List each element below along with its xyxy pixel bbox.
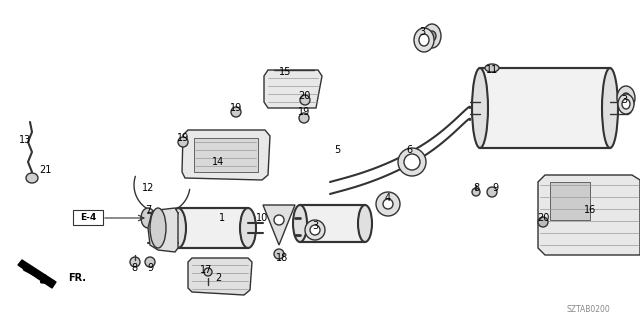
Ellipse shape [141, 208, 155, 228]
Polygon shape [178, 208, 248, 248]
Polygon shape [264, 70, 322, 108]
Text: 3: 3 [419, 27, 425, 37]
Text: 8: 8 [131, 263, 137, 273]
Ellipse shape [383, 199, 393, 209]
Ellipse shape [472, 188, 480, 196]
Ellipse shape [423, 24, 441, 48]
Text: 9: 9 [492, 183, 498, 193]
Ellipse shape [404, 154, 420, 170]
Polygon shape [538, 175, 640, 255]
Polygon shape [148, 208, 178, 252]
Polygon shape [182, 130, 270, 180]
Text: 16: 16 [584, 205, 596, 215]
Text: 14: 14 [212, 157, 224, 167]
Text: 19: 19 [177, 133, 189, 143]
Text: 2: 2 [215, 273, 221, 283]
Ellipse shape [538, 217, 548, 227]
Ellipse shape [624, 102, 632, 114]
Ellipse shape [358, 205, 372, 242]
Ellipse shape [487, 187, 497, 197]
Text: 20: 20 [537, 213, 549, 223]
Ellipse shape [299, 113, 309, 123]
Text: 17: 17 [200, 265, 212, 275]
Ellipse shape [428, 31, 436, 41]
Text: 19: 19 [230, 103, 242, 113]
Ellipse shape [305, 220, 325, 240]
Ellipse shape [419, 34, 429, 46]
Ellipse shape [26, 173, 38, 183]
Text: 1: 1 [219, 213, 225, 223]
Polygon shape [550, 182, 590, 220]
Ellipse shape [485, 64, 499, 72]
Ellipse shape [178, 137, 188, 147]
Text: 8: 8 [473, 183, 479, 193]
Ellipse shape [602, 68, 618, 148]
Ellipse shape [414, 28, 434, 52]
Ellipse shape [150, 208, 166, 248]
Text: 3: 3 [621, 95, 627, 105]
Ellipse shape [300, 95, 310, 105]
Ellipse shape [622, 93, 630, 103]
Ellipse shape [274, 215, 284, 225]
Text: FR.: FR. [68, 273, 86, 283]
Ellipse shape [231, 107, 241, 117]
Text: 6: 6 [406, 145, 412, 155]
Text: 15: 15 [279, 67, 291, 77]
Ellipse shape [310, 225, 320, 235]
Polygon shape [188, 258, 252, 295]
Text: 4: 4 [385, 193, 391, 203]
Ellipse shape [130, 257, 140, 267]
Ellipse shape [622, 99, 630, 109]
Ellipse shape [274, 249, 284, 259]
Text: 9: 9 [147, 263, 153, 273]
Polygon shape [480, 68, 610, 148]
FancyBboxPatch shape [73, 210, 103, 225]
Ellipse shape [398, 148, 426, 176]
Polygon shape [18, 260, 56, 288]
Ellipse shape [293, 205, 307, 242]
Ellipse shape [204, 268, 212, 276]
Ellipse shape [618, 94, 634, 114]
Ellipse shape [376, 192, 400, 216]
Text: 7: 7 [145, 205, 151, 215]
Polygon shape [194, 138, 258, 172]
Text: 12: 12 [142, 183, 154, 193]
Text: 18: 18 [276, 253, 288, 263]
Ellipse shape [145, 257, 155, 267]
Polygon shape [300, 205, 365, 242]
Ellipse shape [617, 86, 635, 110]
Text: 10: 10 [256, 213, 268, 223]
Text: 5: 5 [334, 145, 340, 155]
Ellipse shape [472, 68, 488, 148]
Ellipse shape [240, 208, 256, 248]
Text: SZTAB0200: SZTAB0200 [566, 306, 610, 315]
Text: 11: 11 [486, 65, 498, 75]
Ellipse shape [170, 208, 186, 248]
Text: 20: 20 [298, 91, 310, 101]
Text: 21: 21 [39, 165, 51, 175]
Text: 13: 13 [19, 135, 31, 145]
Text: 3: 3 [312, 221, 318, 231]
Text: E-4: E-4 [80, 213, 96, 222]
Polygon shape [263, 205, 295, 245]
Text: 19: 19 [298, 107, 310, 117]
